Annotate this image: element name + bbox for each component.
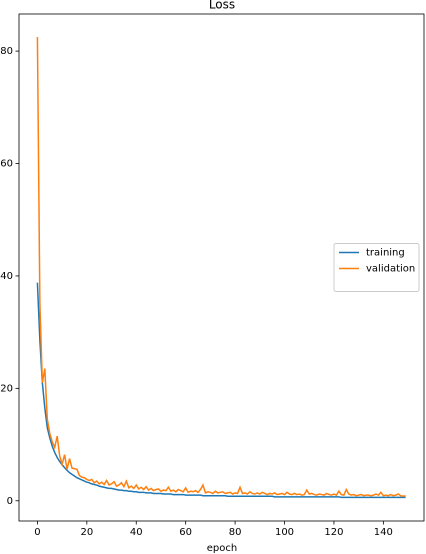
- y-tick-label: 80: [0, 46, 13, 57]
- x-tick-label: 80: [229, 527, 242, 538]
- line-series: [36, 37, 406, 498]
- legend-label: validation: [366, 264, 415, 275]
- y-tick-label: 0: [7, 496, 13, 507]
- x-axis-label: epoch: [207, 543, 237, 554]
- x-tick-label: 120: [324, 527, 343, 538]
- y-tick-label: 20: [0, 383, 13, 394]
- y-tick-label: 60: [0, 159, 13, 170]
- legend-frame: [333, 243, 420, 292]
- chart-title: Loss: [209, 0, 235, 12]
- legend: training validation: [333, 243, 420, 292]
- x-tick-label: 0: [34, 527, 40, 538]
- x-tick-label: 100: [275, 527, 294, 538]
- x-tick-label: 140: [374, 527, 393, 538]
- x-tick-label: 60: [179, 527, 192, 538]
- legend-label: training: [366, 248, 405, 259]
- x-tick-label: 40: [130, 527, 143, 538]
- x-tick-label: 20: [80, 527, 93, 538]
- line-series: [36, 282, 406, 499]
- axes-frame: [18, 13, 425, 522]
- y-tick-label: 40: [0, 271, 13, 282]
